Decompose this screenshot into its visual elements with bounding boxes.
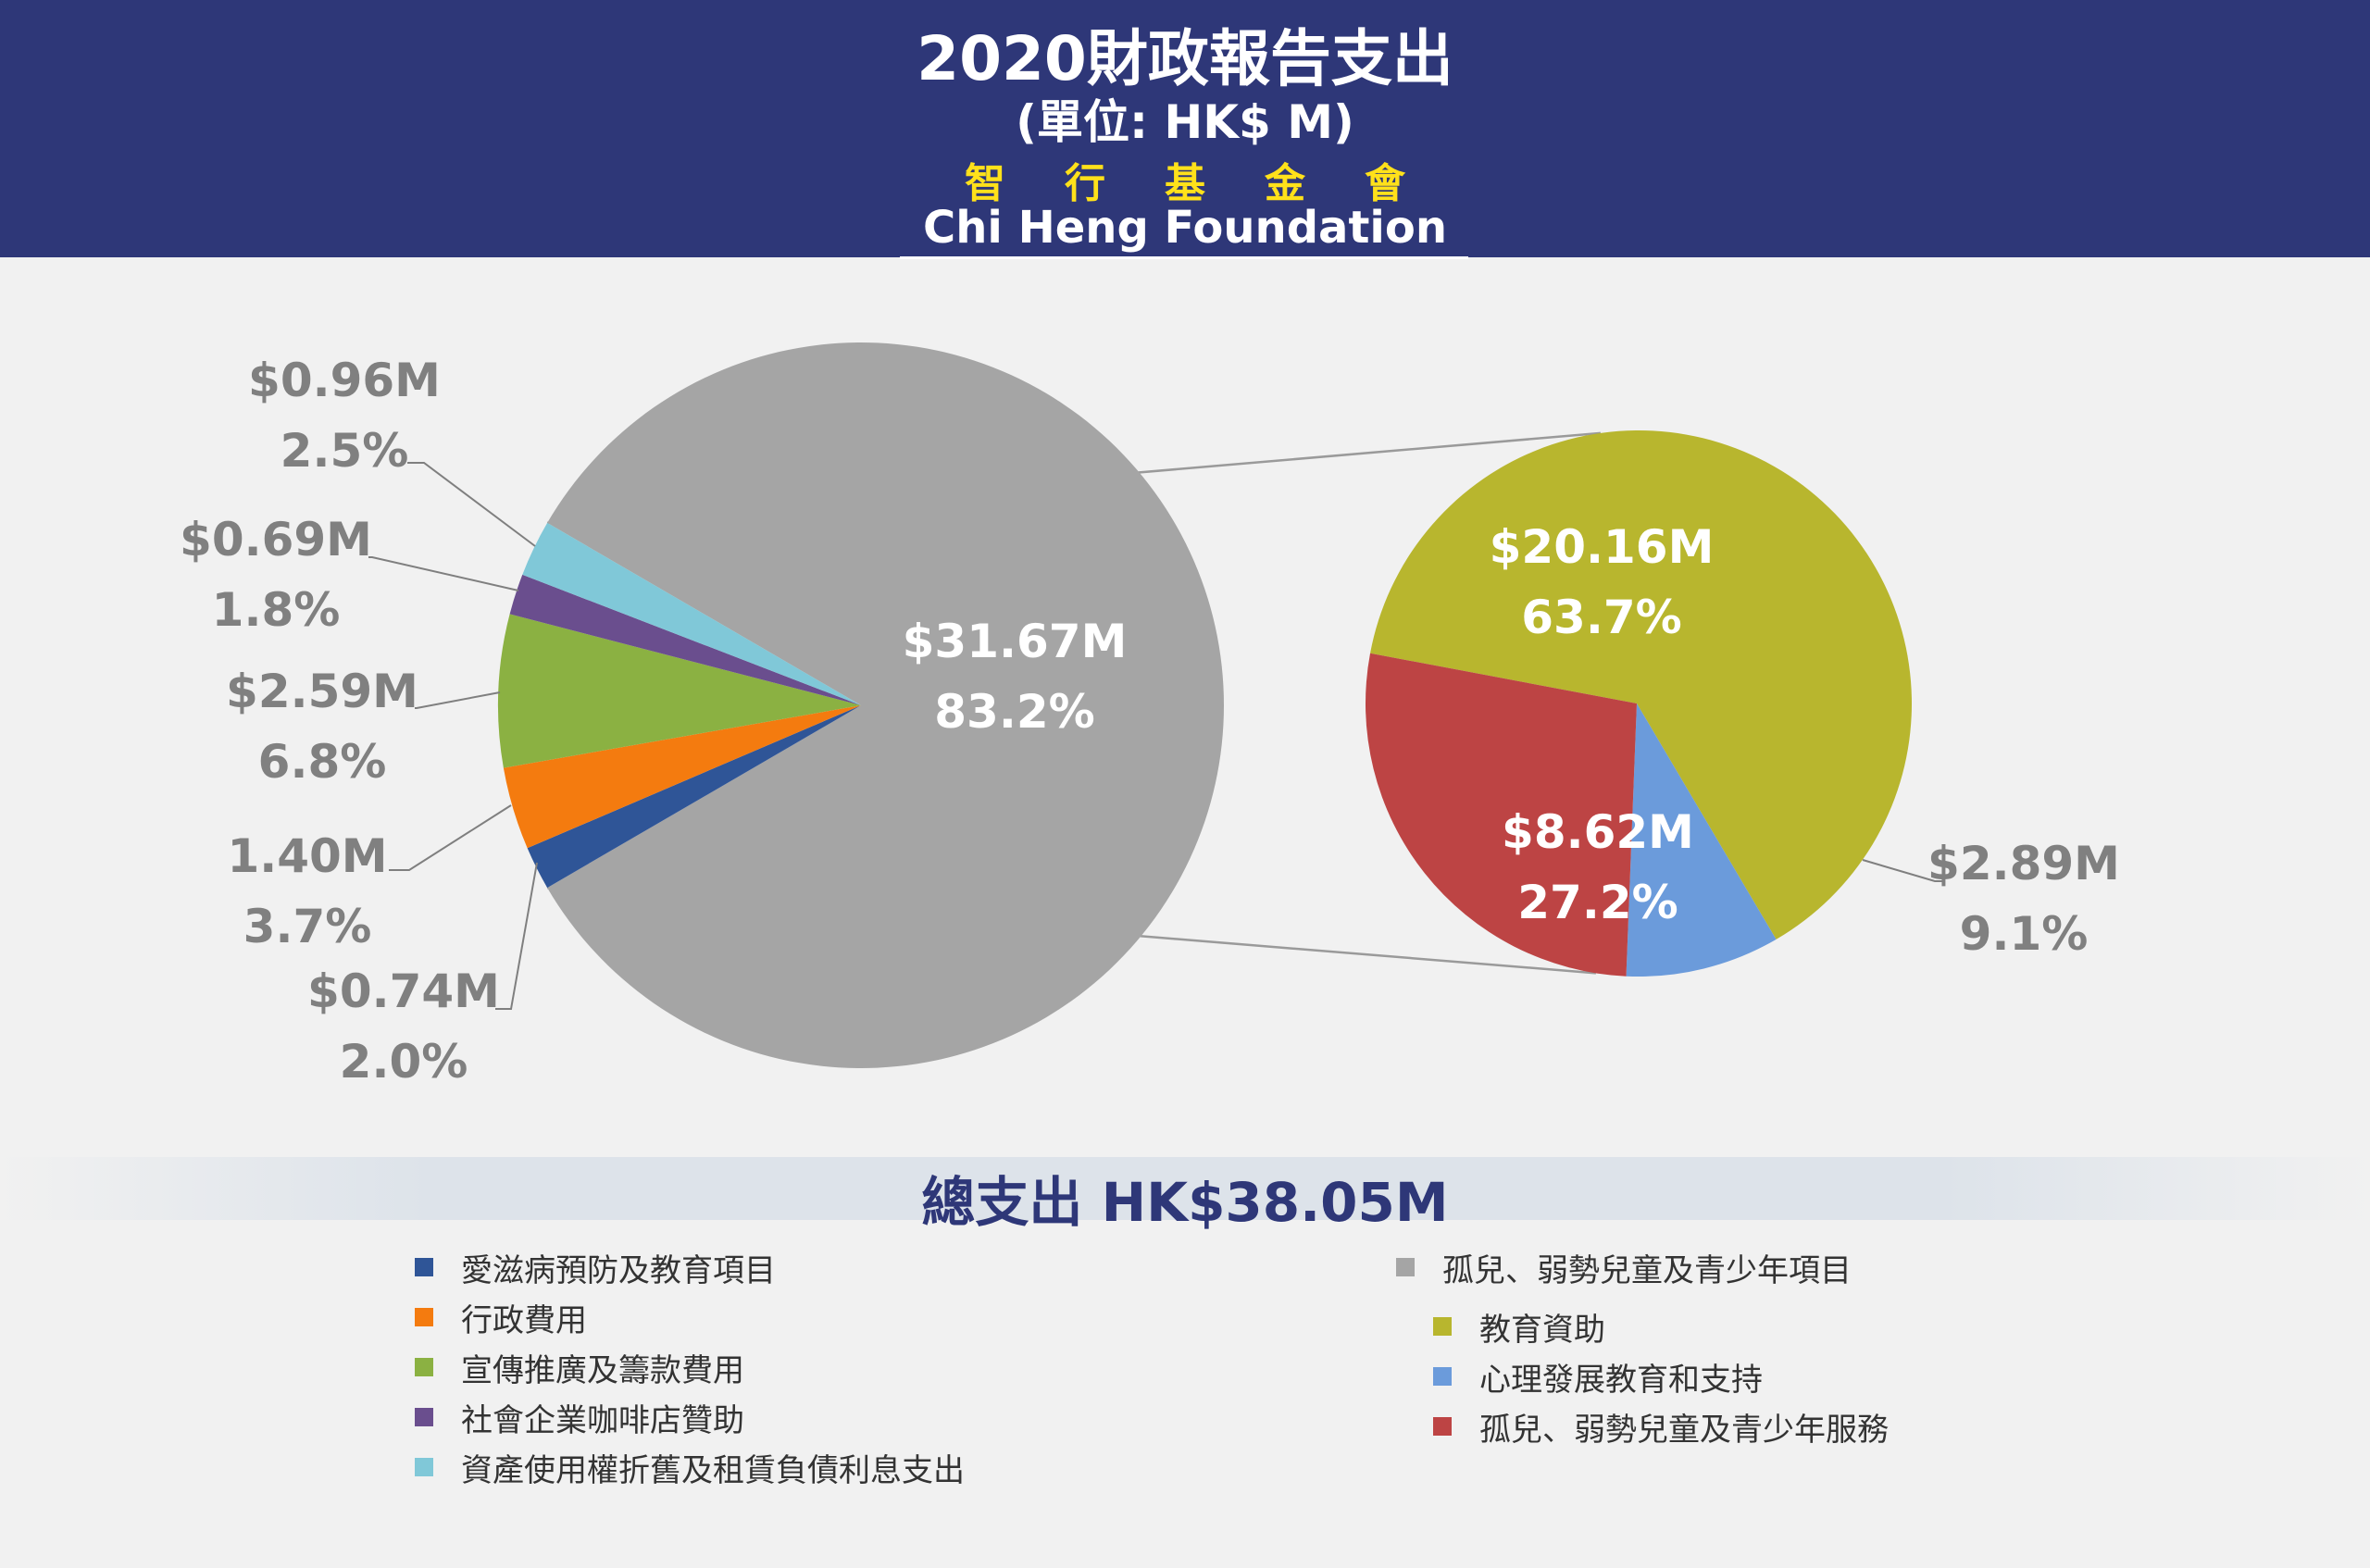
legend-label: 社會企業咖啡店贊助 xyxy=(461,1401,744,1439)
main-pie-slice xyxy=(498,614,861,768)
legend-item: 孤兒、弱勢兒童及青少年項目 xyxy=(1396,1246,1852,1289)
legend-label: 愛滋病預防及教育項目 xyxy=(461,1251,776,1289)
total-expense: 總支出 HK$38.05M xyxy=(921,1171,1449,1234)
label-admin-amount: 1.40M xyxy=(227,829,387,883)
legend-item: 資產使用權折舊及租賃負債利息支出 xyxy=(415,1446,965,1489)
legend-item: 孤兒、弱勢兒童及青少年服務 xyxy=(1433,1405,1889,1449)
legend-swatch xyxy=(1433,1367,1452,1386)
label-education-grants-amount: $20.16M xyxy=(1490,520,1715,574)
breakdown-pie-slice xyxy=(1365,653,1637,977)
legend-swatch xyxy=(1433,1317,1452,1336)
leader-line xyxy=(389,804,512,871)
chart-title: 2020財政報告支出 xyxy=(917,23,1453,94)
label-aids-prevention-amount: $0.74M xyxy=(307,964,500,1018)
legend-label: 教育資助 xyxy=(1479,1311,1605,1349)
legend-item: 愛滋病預防及教育項目 xyxy=(415,1246,776,1289)
legend-swatch xyxy=(415,1408,433,1426)
leader-line xyxy=(495,862,538,1010)
legend-label: 宣傳推廣及籌款費用 xyxy=(461,1351,744,1389)
leader-line xyxy=(415,691,501,709)
main-pie-slice xyxy=(547,342,1225,1068)
label-promotion-amount: $2.59M xyxy=(226,665,418,718)
legend-swatch xyxy=(1396,1258,1415,1276)
legend-item: 行政費用 xyxy=(415,1296,587,1339)
label-psych-support-amount: $2.89M xyxy=(1927,837,2120,890)
legend-swatch xyxy=(415,1358,433,1376)
label-aids-prevention-percent: 2.0% xyxy=(340,1035,468,1089)
legend-item: 社會企業咖啡店贊助 xyxy=(415,1396,744,1439)
main-pie-slice xyxy=(509,574,861,705)
pie-of-pie-chart: $0.96M 2.5% $0.69M 1.8% $2.59M 6.8% 1.40M 3.7% $… xyxy=(180,342,2120,1089)
label-orphan-projects-percent: 83.2% xyxy=(934,685,1094,739)
label-admin-percent: 3.7% xyxy=(243,900,372,953)
main-pie-slice xyxy=(527,705,861,889)
legend-swatch xyxy=(415,1458,433,1476)
legend-label: 孤兒、弱勢兒童及青少年項目 xyxy=(1442,1251,1852,1289)
label-promotion-percent: 6.8% xyxy=(258,735,387,789)
label-rou-depreciation-percent: 2.5% xyxy=(281,424,409,478)
breakdown-pie-slice xyxy=(1370,430,1912,940)
legend-label: 孤兒、弱勢兒童及青少年服務 xyxy=(1479,1411,1889,1449)
org-name-chinese: 智行基金會 xyxy=(965,160,1465,207)
label-cafe-sponsorship-amount: $0.69M xyxy=(180,513,372,566)
total-band xyxy=(0,1157,2370,1220)
leader-line xyxy=(368,556,519,591)
label-rou-depreciation-amount: $0.96M xyxy=(248,354,441,407)
leader-line xyxy=(407,462,536,547)
legend-swatch xyxy=(1433,1417,1452,1436)
legend-label: 心理發展教育和支持 xyxy=(1479,1361,1763,1399)
breakdown-pie-slice xyxy=(1626,703,1777,977)
legend-item: 教育資助 xyxy=(1433,1305,1605,1349)
org-name-english: Chi Heng Foundation xyxy=(923,202,1447,254)
label-orphan-projects-amount: $31.67M xyxy=(903,615,1128,668)
org-underline xyxy=(900,256,1468,259)
label-education-grants-percent: 63.7% xyxy=(1521,591,1681,644)
label-cafe-sponsorship-percent: 1.8% xyxy=(212,583,341,637)
main-pie-slice xyxy=(522,522,861,705)
label-psych-support-percent: 9.1% xyxy=(1960,907,2089,961)
legend-swatch xyxy=(415,1308,433,1326)
header-banner: 2020財政報告支出 (單位: HK$ M) 智行基金會 Chi Heng Fo… xyxy=(0,0,2370,259)
chart-subtitle: (單位: HK$ M) xyxy=(1016,95,1354,149)
label-orphan-services-amount: $8.62M xyxy=(1502,805,1694,859)
main-pie-slice xyxy=(503,705,861,849)
legend-label: 資產使用權折舊及租賃負債利息支出 xyxy=(461,1451,965,1489)
leader-line xyxy=(1862,859,1944,882)
legend-swatch xyxy=(415,1258,433,1276)
label-orphan-services-percent: 27.2% xyxy=(1517,876,1678,929)
legend-item: 宣傳推廣及籌款費用 xyxy=(415,1346,744,1389)
legend-item: 心理發展教育和支持 xyxy=(1433,1355,1763,1399)
legend-label: 行政費用 xyxy=(461,1301,587,1339)
